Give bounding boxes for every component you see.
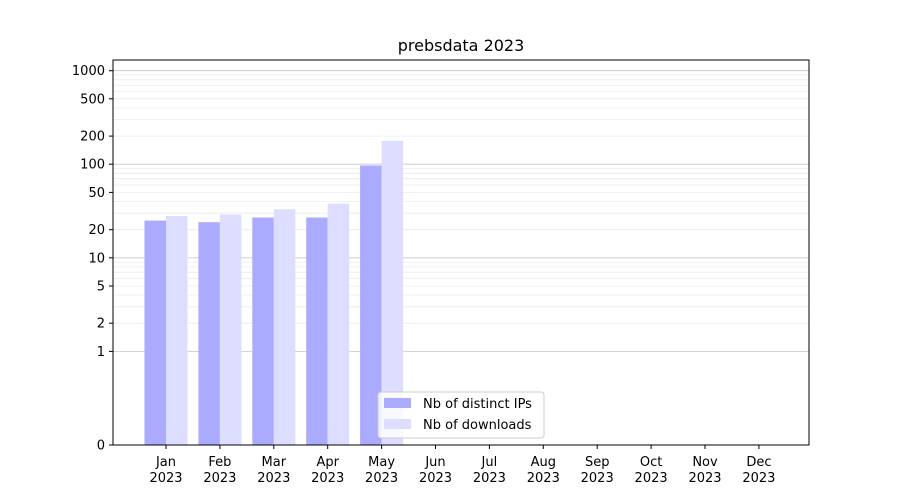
legend-swatch bbox=[384, 419, 411, 429]
x-tick-label: Jun 2023 bbox=[419, 455, 452, 486]
bar-downloads bbox=[381, 140, 404, 446]
legend-box bbox=[377, 391, 545, 439]
bars bbox=[144, 140, 404, 446]
x-tick-label: May 2023 bbox=[365, 455, 398, 486]
y-tick-label: 500 bbox=[80, 92, 105, 107]
y-tick-label: 1000 bbox=[72, 64, 105, 79]
x-tick-label: Oct 2023 bbox=[635, 455, 668, 486]
y-tick-label: 1 bbox=[97, 345, 105, 360]
bar-distinct-ips bbox=[144, 220, 166, 445]
y-tick-label: 10 bbox=[88, 251, 105, 266]
y-tick-label: 20 bbox=[88, 223, 105, 238]
y-axis: 0 1 2 5 10 20 50 100 200 500 1000 bbox=[72, 64, 113, 454]
bar-distinct-ips bbox=[360, 165, 382, 445]
bar-distinct-ips bbox=[198, 222, 220, 445]
bar-downloads bbox=[327, 203, 350, 445]
x-tick-label: Nov 2023 bbox=[688, 455, 721, 486]
legend-swatch bbox=[384, 398, 411, 408]
bar-downloads bbox=[273, 209, 296, 445]
chart-title: prebsdata 2023 bbox=[398, 36, 525, 55]
bar-distinct-ips bbox=[252, 217, 274, 445]
y-tick-label: 2 bbox=[97, 317, 105, 332]
x-tick-label: Jan 2023 bbox=[149, 455, 182, 486]
legend-label: Nb of distinct IPs bbox=[423, 397, 532, 412]
x-tick-label: Feb 2023 bbox=[203, 455, 236, 486]
y-tick-label: 200 bbox=[80, 130, 105, 145]
y-tick-label: 50 bbox=[88, 186, 105, 201]
plot-frame bbox=[112, 59, 810, 446]
bar-downloads bbox=[219, 214, 242, 445]
x-tick-label: Sep 2023 bbox=[581, 455, 614, 486]
bar-distinct-ips bbox=[306, 217, 328, 445]
x-axis: Jan 2023 Feb 2023 Mar 2023 Apr 2023 May 2023 Jun 20… bbox=[149, 445, 775, 486]
legend: Nb of distinct IPs Nb of downloads bbox=[377, 391, 545, 439]
x-tick-label: Dec 2023 bbox=[742, 455, 775, 486]
x-tick-label: Mar 2023 bbox=[257, 455, 290, 486]
y-tick-label: 100 bbox=[80, 158, 105, 173]
legend-label: Nb of downloads bbox=[423, 418, 532, 433]
x-tick-label: Aug 2023 bbox=[527, 455, 560, 486]
y-tick-label: 5 bbox=[97, 280, 105, 295]
y-tick-label: 0 bbox=[97, 439, 105, 454]
x-tick-label: Apr 2023 bbox=[311, 455, 344, 486]
bar-downloads bbox=[166, 216, 188, 445]
x-tick-label: Jul 2023 bbox=[473, 455, 506, 486]
